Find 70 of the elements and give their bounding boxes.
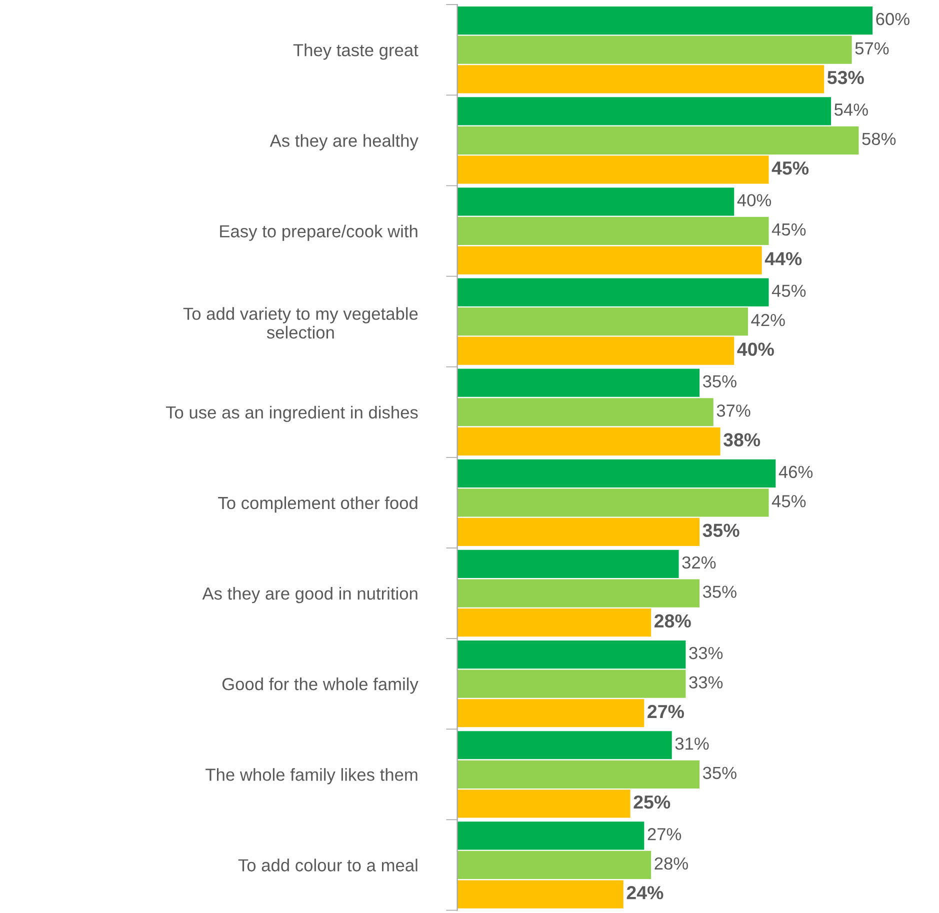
bar [457, 216, 769, 246]
data-label: 58% [862, 132, 896, 146]
data-label: 53% [827, 70, 864, 84]
bar [457, 488, 769, 517]
bar [457, 156, 769, 184]
data-label: 27% [648, 828, 682, 840]
bar [457, 126, 859, 154]
data-label: 31% [675, 737, 709, 750]
bar [457, 640, 686, 669]
data-label: 28% [654, 614, 691, 628]
bar [457, 518, 700, 546]
bar [457, 368, 700, 397]
data-label: 37% [716, 404, 750, 417]
bar [457, 36, 852, 64]
bar [457, 308, 748, 336]
y-tick-label: To complement other food [218, 496, 418, 513]
data-label: 45% [772, 162, 809, 175]
data-label: 35% [702, 586, 736, 598]
data-label: 33% [689, 676, 723, 688]
data-label: 25% [634, 795, 670, 809]
bar [457, 699, 644, 728]
data-label: 28% [654, 857, 688, 870]
bar [457, 278, 769, 306]
bar [457, 246, 762, 274]
bar [457, 188, 734, 216]
data-label: 40% [737, 342, 774, 356]
bar [457, 760, 700, 788]
bar [457, 579, 700, 608]
y-tick-label: To add colour to a meal [238, 858, 418, 872]
bar [457, 65, 824, 94]
data-label: 27% [648, 704, 684, 718]
data-label: 35% [702, 766, 736, 780]
bar [457, 97, 832, 126]
y-tick-label: The whole family likes them [206, 768, 418, 784]
data-label: 24% [626, 886, 664, 900]
data-label: 45% [772, 223, 806, 236]
bar [457, 850, 652, 880]
data-label: 57% [855, 42, 889, 55]
y-tick-label: As they are healthy [270, 134, 418, 150]
bar [457, 790, 630, 818]
y-tick-label: To use as an ingredient in dishes [166, 406, 418, 422]
bar [457, 731, 672, 760]
bar [457, 336, 734, 365]
data-label: 60% [876, 12, 910, 26]
data-label: 32% [682, 556, 716, 569]
data-label: 40% [737, 194, 772, 206]
bar [457, 459, 776, 488]
data-label: 44% [764, 252, 802, 266]
bar [457, 670, 686, 698]
data-label: 45% [772, 284, 806, 297]
data-label: 42% [751, 314, 785, 326]
y-tick-label: Easy to prepare/cook with [220, 224, 418, 241]
y-tick-label: Good for the whole family [222, 678, 418, 694]
bar [457, 427, 720, 456]
data-label: 54% [834, 104, 868, 116]
bar [457, 398, 714, 426]
data-label: 38% [724, 433, 760, 446]
data-label: 45% [772, 495, 806, 508]
bar [457, 550, 679, 578]
bar [457, 608, 652, 637]
data-label: 35% [702, 524, 740, 538]
data-label: 46% [778, 466, 813, 478]
y-tick-label: To add variety to my vegetable selection [183, 307, 418, 339]
y-tick-label: As they are good in nutrition [202, 586, 418, 604]
data-label: 33% [689, 646, 723, 660]
bar [457, 6, 873, 35]
data-label: 35% [702, 375, 736, 388]
bar [457, 822, 644, 850]
y-tick-label: They taste great [293, 44, 418, 60]
bar [457, 880, 624, 908]
